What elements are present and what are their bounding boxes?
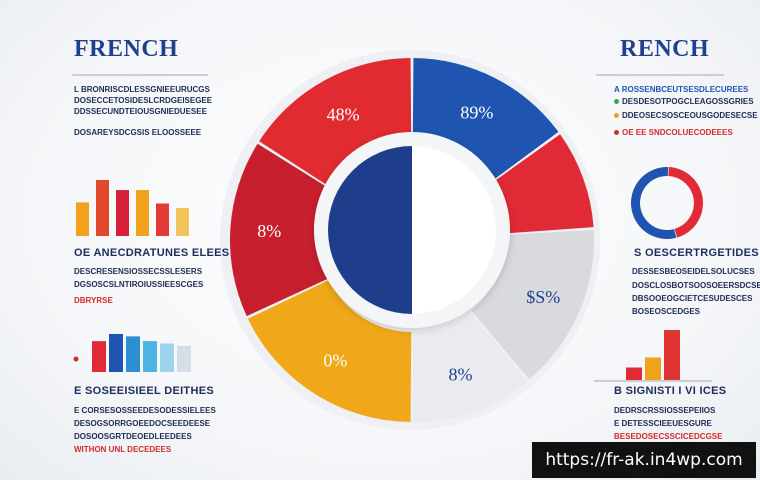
bars1-bar-1 xyxy=(96,180,109,236)
donut-slice-label-3: 8% xyxy=(448,365,472,385)
right-section3-line2: E DETESSCIEEUESGURE xyxy=(614,419,712,428)
right-bar-chart xyxy=(626,330,680,380)
right-section1-line3-text: DDEOSECSOSCEOUSGODESECSE xyxy=(622,111,758,120)
rbars-bar-2 xyxy=(664,330,680,380)
left-section1-line1: L BRONRISCDLESSGNIEEURUCGS xyxy=(74,85,210,94)
left-section1-line3: DDSSECUNDTEIOUSGNIEDUESEE xyxy=(74,107,207,116)
right-ring-chart xyxy=(630,167,704,239)
left-section1-line4: DOSAREYSDCGSIS ELOOSSEEE xyxy=(74,128,202,137)
orange-bullet-icon xyxy=(614,113,619,119)
left-section2-line1: DESCRESENSIOSSECSSLESERS xyxy=(74,267,203,276)
right-section1-line4: OE EE SNDCOLUECODEEES xyxy=(614,127,733,138)
donut-slice-label-6: 48% xyxy=(327,105,360,125)
left-section3-heading: E SOSEEISIEEL DEITHES xyxy=(74,385,214,397)
ring-segment-1 xyxy=(630,167,677,239)
left-bar-chart-1 xyxy=(76,180,189,236)
right-section2-line4: BOSEOSCEDGES xyxy=(632,307,701,316)
divider-left xyxy=(72,74,208,76)
right-section3-heading: B SIGNISTI I VI ICES xyxy=(614,385,727,397)
donut-slice-6 xyxy=(259,58,412,191)
bars2-bar-4 xyxy=(160,343,174,372)
watermark-url: https://fr-ak.in4wp.com xyxy=(532,442,756,478)
page-title-left: FRENCH xyxy=(74,36,179,62)
rbars-bar-1 xyxy=(645,357,661,380)
donut-slice-label-2: $S% xyxy=(526,287,560,307)
right-section1-line1-text: A ROSSENBCEUTSESDLECUREES xyxy=(614,85,749,94)
ring-segment-0 xyxy=(668,167,704,238)
left-section2-line2: DGSOSCSLNTIROIUSSIEESCGES xyxy=(74,280,204,289)
bars1-bar-4 xyxy=(156,203,169,236)
right-section3-line1: DEDRSCRSSIOSSEPEIIOS xyxy=(614,406,716,415)
right-section2-line2: DOSCLOSBOTSOOSOEERSDCSE xyxy=(632,281,760,290)
right-section2-line3: DBSOOEOGCIETCESUDESCES xyxy=(632,294,753,303)
left-section3-line4-text: WITHON UNL DECEDEES xyxy=(74,445,172,454)
right-bar-baseline xyxy=(594,380,712,382)
left-section3-line3: DOSOOSGRTDEOEDLEEDEES xyxy=(74,432,192,441)
left-section2-heading: OE ANECDRATUNES ELEES xyxy=(74,247,230,259)
right-section1-line2: DESDESOTPOGCLEAGOSSGRIES xyxy=(614,96,754,107)
bars1-bar-0 xyxy=(76,202,89,236)
bars2-bar-5 xyxy=(177,345,191,372)
donut-slice-3 xyxy=(412,311,527,422)
left-section1-line2: DOSECCETOSIDESLCRDGEISEGEE xyxy=(74,96,213,105)
left-section3-line4: WITHON UNL DECEDEES xyxy=(74,444,171,455)
donut-slice-4 xyxy=(247,279,412,422)
center-pie xyxy=(328,146,496,314)
right-section1-line1: A ROSSENBCEUTSESDLECUREES xyxy=(614,84,748,95)
left-bar-chart-2 xyxy=(92,334,191,372)
donut-slice-label-5: 8% xyxy=(257,221,281,241)
bars2-bar-1 xyxy=(109,334,123,372)
right-section1-line3: DDEOSECSOSCEOUSGODESECSE xyxy=(614,110,758,121)
bars2-bar-3 xyxy=(143,341,157,372)
center-pie-slice-1 xyxy=(412,146,496,314)
left-section2-line3-text: DBRYRSE xyxy=(74,296,113,305)
red-bullet-icon xyxy=(614,130,619,136)
bars2-bar-2 xyxy=(126,336,140,372)
right-section2-heading: S OESCERTRGETIDES xyxy=(634,247,759,259)
right-section2-line1: DESSESBEOSEIDELSOLUCSES xyxy=(632,267,755,276)
bars1-bar-3 xyxy=(136,190,149,236)
left-bullet xyxy=(73,356,79,362)
bars1-bar-2 xyxy=(116,190,129,236)
bars1-bar-5 xyxy=(176,208,189,236)
donut-slice-label-4: 0% xyxy=(323,351,347,371)
donut-chart xyxy=(229,58,595,422)
green-bullet-icon xyxy=(614,99,619,105)
left-section3-line2: DESOGSORRGOEEDOCSEEDEESE xyxy=(74,419,211,428)
donut-slice-5 xyxy=(229,143,334,317)
left-section3-line1: E CORSESOSSEEDESODESSIELEES xyxy=(74,406,216,415)
divider-right xyxy=(596,74,724,76)
right-section3-line3: BESEDOSECSSCICEDCGSE xyxy=(614,431,722,442)
center-pie-slice-0 xyxy=(328,146,412,314)
bars2-bar-0 xyxy=(92,341,106,372)
rbars-bar-0 xyxy=(626,367,642,380)
right-section1-line4-text: OE EE SNDCOLUECODEEES xyxy=(622,128,733,137)
donut-slice-1 xyxy=(486,134,594,234)
page-title-right: RENCH xyxy=(620,36,710,62)
right-section1-line2-text: DESDESOTPOGCLEAGOSSGRIES xyxy=(622,97,754,106)
donut-slice-label-0: 89% xyxy=(460,103,493,123)
left-section2-line3: DBRYRSE xyxy=(74,295,113,306)
donut-labels: 89% $S% 8% 0% 8% 48% xyxy=(257,103,560,385)
right-section3-line3-text: BESEDOSECSSCICEDCGSE xyxy=(614,432,723,441)
